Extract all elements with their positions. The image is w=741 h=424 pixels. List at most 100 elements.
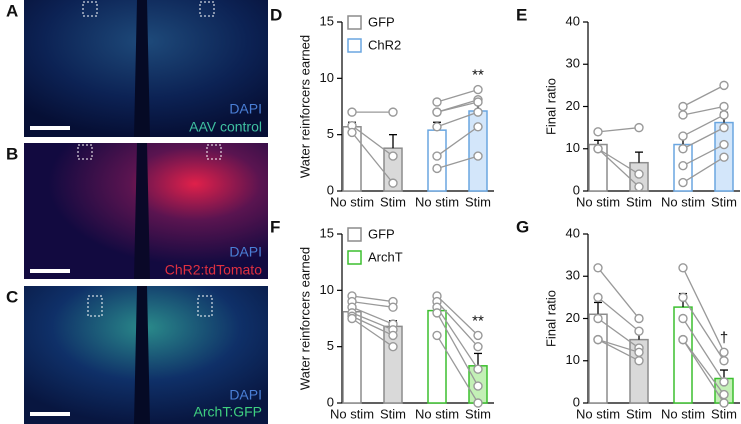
subject-point	[634, 347, 644, 357]
significance: **	[472, 67, 484, 84]
subject-line	[682, 297, 725, 362]
image-a: A DAPI AAV control	[6, 0, 268, 137]
subject-point	[634, 356, 644, 366]
subject-point	[388, 302, 398, 312]
image-b: B DAPI ChR2:tdTomato	[6, 143, 268, 279]
legend-label: ArchT	[368, 249, 403, 264]
subject-point	[634, 313, 644, 324]
subject-point	[719, 152, 729, 162]
panel-label: E	[516, 5, 527, 24]
legend-swatch	[347, 15, 362, 30]
y-tick-label: 5	[327, 338, 334, 353]
y-axis-label: Water reinforcers earned	[297, 247, 312, 390]
subject-point	[432, 107, 442, 117]
subject-line	[682, 156, 725, 184]
subject-line	[682, 143, 725, 167]
subject-point	[432, 151, 442, 161]
subject-line	[351, 295, 394, 303]
subject-point	[593, 292, 603, 303]
bar	[342, 310, 362, 404]
stain-label: DAPI	[229, 244, 262, 260]
subject-point	[719, 356, 729, 366]
y-tick-label: 40	[566, 225, 580, 240]
subject-point	[593, 263, 603, 273]
y-tick-label: 30	[566, 268, 580, 283]
subject-point	[347, 313, 357, 324]
marker-label: ArchT:GFP	[194, 404, 262, 420]
subject-point	[678, 131, 688, 141]
x-tick-label: No stim	[576, 194, 620, 209]
subject-point	[678, 101, 688, 112]
subject-point	[432, 330, 442, 341]
subject-point	[388, 107, 398, 117]
subject-line	[597, 296, 640, 332]
legend-swatch	[347, 227, 362, 242]
subject-line	[351, 125, 394, 157]
x-tick-label: Stim	[465, 406, 491, 421]
stain-label: DAPI	[229, 101, 262, 117]
subject-line	[436, 312, 479, 387]
subject-point	[719, 122, 729, 133]
y-tick-label: 0	[573, 182, 580, 197]
subject-point	[634, 169, 644, 179]
subject-line	[436, 101, 479, 113]
subject-line	[682, 114, 725, 137]
legend-swatch	[347, 38, 362, 53]
y-tick-label: 15	[320, 13, 334, 28]
significance: †	[720, 329, 728, 346]
subject-point	[388, 178, 398, 188]
y-tick-label: 10	[566, 140, 580, 155]
y-tick-label: 10	[566, 352, 580, 367]
x-tick-label: Stim	[711, 406, 737, 421]
subject-line	[597, 339, 640, 362]
subject-point	[347, 107, 357, 117]
x-tick-label: Stim	[711, 194, 737, 209]
subject-point	[678, 334, 688, 345]
panel-label: C	[6, 287, 18, 306]
x-tick-label: No stim	[330, 194, 374, 209]
subject-point	[347, 127, 357, 138]
subject-line	[682, 84, 725, 108]
subject-point	[473, 341, 483, 352]
subject-point	[593, 313, 603, 324]
subject-point	[678, 110, 688, 120]
subject-point	[719, 101, 729, 112]
x-tick-label: No stim	[661, 194, 705, 209]
subject-point	[473, 151, 483, 161]
subject-line	[351, 300, 394, 308]
subject-point	[593, 334, 603, 345]
subject-point	[473, 398, 483, 408]
subject-line	[436, 301, 479, 348]
subject-point	[678, 263, 688, 273]
subject-point	[719, 389, 729, 400]
subject-point	[388, 151, 398, 161]
legend-label: ChR2	[368, 37, 401, 52]
panel-label: D	[270, 5, 282, 24]
panel-label: G	[516, 217, 529, 236]
subject-line	[597, 126, 640, 133]
y-tick-label: 0	[327, 182, 334, 197]
subject-point	[719, 347, 729, 357]
x-tick-label: Stim	[626, 406, 652, 421]
y-tick-label: 0	[327, 394, 334, 409]
x-tick-label: Stim	[380, 406, 406, 421]
subject-line	[351, 132, 394, 184]
subject-line	[436, 88, 479, 103]
subject-line	[436, 155, 479, 170]
subject-point	[678, 177, 688, 188]
subject-point	[432, 97, 442, 107]
subject-point	[473, 364, 483, 374]
y-tick-label: 0	[573, 394, 580, 409]
y-tick-label: 10	[320, 282, 334, 297]
subject-point	[473, 122, 483, 132]
subject-line	[436, 295, 479, 336]
subject-line	[597, 267, 640, 319]
bar	[588, 313, 608, 404]
y-tick-label: 20	[566, 98, 580, 113]
subject-line	[682, 339, 725, 395]
subject-point	[473, 107, 483, 117]
subject-line	[436, 111, 479, 128]
panel-label: B	[6, 144, 18, 163]
x-tick-label: Stim	[465, 194, 491, 209]
subject-line	[597, 317, 640, 349]
